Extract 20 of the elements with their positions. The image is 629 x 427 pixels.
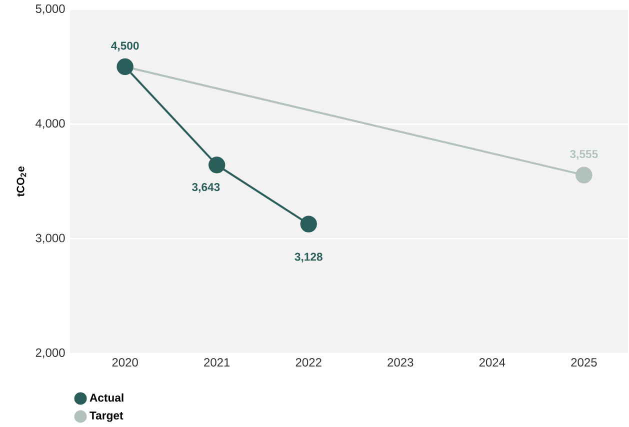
legend-label: Actual: [90, 394, 124, 402]
x-tick-label: 2021: [204, 358, 230, 367]
y-tick-label: 5,000: [36, 4, 65, 14]
y-axis-title: tCO$_{2}$e: [16, 166, 26, 197]
legend-label: Target: [90, 412, 124, 422]
y-tick-label: 4,000: [36, 119, 65, 130]
x-tick-label: 2020: [112, 358, 138, 367]
point: [208, 156, 226, 174]
point: [576, 166, 592, 184]
y-tick-label: 2,000: [36, 348, 65, 358]
x-tick-label: 2025: [571, 358, 597, 367]
data-label: 3,555: [570, 150, 598, 160]
data-label: 3,128: [294, 252, 322, 263]
y-tick-label: 3,000: [36, 234, 65, 244]
data-label: 4,500: [111, 42, 139, 52]
x-tick-label: 2024: [479, 358, 506, 367]
data-label: 3,643: [192, 183, 220, 193]
point: [300, 216, 317, 233]
x-tick-label: 2022: [296, 358, 322, 367]
x-tick-label: 2023: [388, 358, 414, 367]
